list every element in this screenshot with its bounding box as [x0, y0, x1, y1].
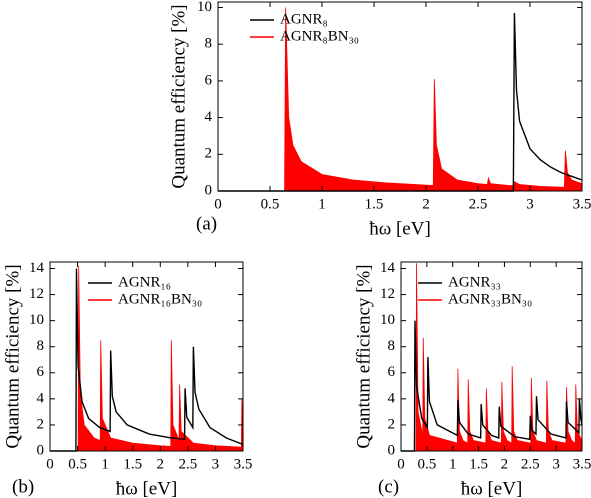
y-tick-label: 8 — [37, 338, 45, 354]
x-tick-label: 0.5 — [261, 196, 280, 212]
plot-frame — [217, 1, 583, 192]
plot-frame — [400, 261, 583, 452]
x-tick-label: 2.5 — [469, 196, 488, 212]
y-tick-label: 10 — [197, 0, 212, 15]
x-tick-label: 3 — [552, 456, 560, 472]
x-tick-label: 2.5 — [521, 456, 540, 472]
line — [50, 268, 244, 452]
y-tick-label: 12 — [380, 286, 395, 302]
x-tick-label: 0.5 — [417, 456, 436, 472]
y-tick-label: 8 — [205, 36, 213, 52]
panel: 0 0.5 1 1.5 2 2.5 3 3.5 0 2 4 6 8 10 12 14 ħω [eV] Quantu… — [2, 260, 252, 498]
y-tick-label: 2 — [388, 416, 396, 432]
y-tick-label: 6 — [388, 364, 396, 380]
x-tick-label: 1.5 — [469, 456, 488, 472]
panel: 0 0.5 1 1.5 2 2.5 3 3.5 0 2 4 6 8 10 ħω [eV] Quantum ef… — [168, 0, 591, 239]
x-tick-label: 3.5 — [573, 456, 591, 472]
x-axis-label: ħω [eV] — [116, 478, 178, 498]
y-axis-label: Quantum efficiency [%] — [168, 4, 189, 188]
x-tick-label: 0.5 — [68, 456, 87, 472]
y-tick-label: 8 — [388, 338, 396, 354]
y-tick-label: 0 — [37, 442, 45, 458]
panel-label: (c) — [378, 476, 399, 497]
y-tick-label: 4 — [37, 390, 45, 406]
x-tick-label: 3 — [526, 196, 534, 212]
x-tick-label: 3.5 — [573, 196, 591, 212]
x-axis-label: ħω [eV] — [461, 478, 523, 498]
legend-label: AGNR₁₆BN₃₀ — [118, 291, 202, 307]
y-tick-label: 2 — [37, 416, 45, 432]
legend-label: AGNR₈BN₃₀ — [280, 28, 359, 44]
legend-label: AGNR₃₃ — [448, 274, 501, 290]
x-tick-label: 1 — [101, 456, 109, 472]
x-tick-label: 0 — [214, 196, 222, 212]
y-tick-label: 0 — [388, 442, 396, 458]
y-tick-label: 14 — [380, 260, 396, 276]
x-axis-label: ħω [eV] — [369, 218, 431, 239]
area — [218, 7, 583, 192]
x-tick-label: 0 — [397, 456, 405, 472]
y-axis-label: Quantum efficiency [%] — [353, 264, 374, 448]
y-tick-label: 14 — [29, 260, 45, 276]
x-tick-label: 2 — [501, 456, 509, 472]
panel-label: (a) — [196, 213, 217, 234]
x-tick-label: 1 — [449, 456, 457, 472]
line — [218, 12, 583, 192]
x-tick-label: 3.5 — [234, 456, 253, 472]
x-tick-label: 2 — [422, 196, 430, 212]
x-tick-label: 3 — [212, 456, 220, 472]
x-tick-label: 0 — [46, 456, 54, 472]
x-tick-label: 1.5 — [123, 456, 142, 472]
y-tick-label: 0 — [205, 182, 213, 198]
y-tick-label: 10 — [380, 312, 395, 328]
y-tick-label: 2 — [205, 146, 213, 162]
y-tick-label: 12 — [29, 286, 44, 302]
y-tick-label: 10 — [29, 312, 44, 328]
y-tick-label: 4 — [205, 109, 213, 125]
legend-label: AGNR₁₆ — [118, 274, 171, 290]
area — [50, 265, 244, 452]
y-tick-label: 4 — [388, 390, 396, 406]
x-tick-label: 1 — [318, 196, 326, 212]
line — [401, 320, 583, 452]
legend-label: AGNR₃₃BN₃₀ — [448, 291, 532, 307]
plot-frame — [49, 261, 244, 452]
legend-label: AGNR₈ — [280, 11, 328, 27]
x-tick-label: 2 — [157, 456, 165, 472]
x-tick-label: 2.5 — [178, 456, 197, 472]
y-tick-label: 6 — [37, 364, 45, 380]
panel: 0 0.5 1 1.5 2 2.5 3 3.5 0 2 4 6 8 10 12 14 ħω [eV] Quantu… — [353, 260, 591, 498]
x-tick-label: 1.5 — [365, 196, 384, 212]
panel-label: (b) — [12, 476, 34, 497]
y-axis-label: Quantum efficiency [%] — [2, 264, 23, 448]
y-tick-label: 6 — [205, 72, 213, 88]
